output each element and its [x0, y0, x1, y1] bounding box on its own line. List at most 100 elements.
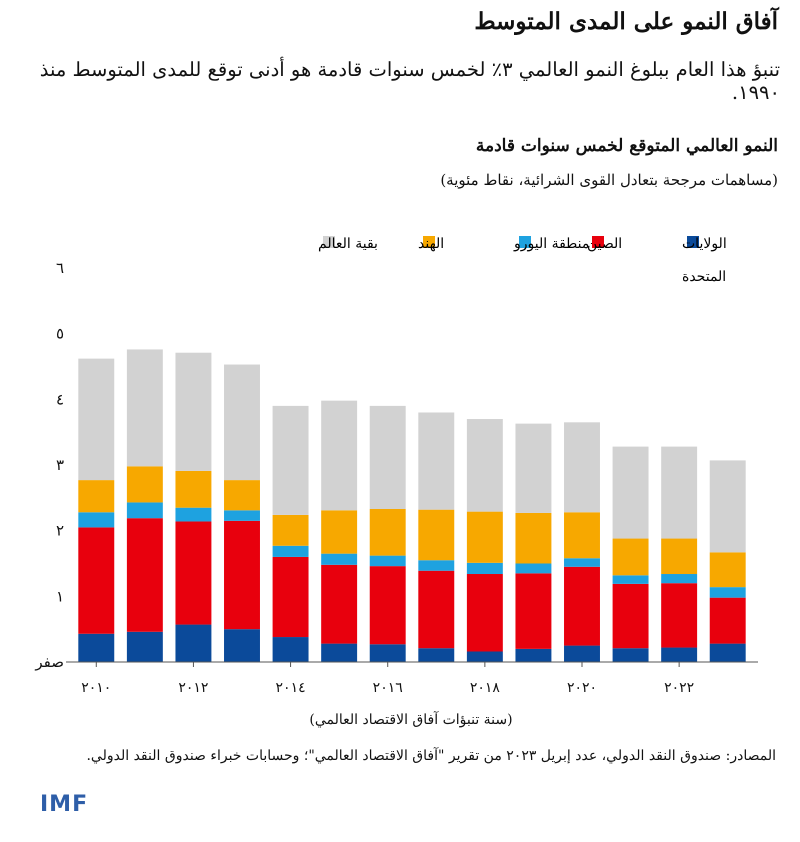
bar-segment-2010-series-1 — [78, 527, 115, 634]
bar-segment-2015-series-3 — [321, 510, 358, 554]
bar-segment-2017-series-0 — [418, 648, 455, 662]
legend-label: الولايات — [682, 236, 727, 252]
y-axis-ticks: صفر ١ ٢ ٣ ٤ ٥ ٦ — [34, 259, 64, 671]
x-tick-label: ٢٠٢٠ — [567, 680, 597, 696]
bar-segment-2023-series-1 — [709, 597, 746, 644]
x-tick-label: ٢٠١٨ — [470, 680, 501, 696]
bar-segment-2012-series-1 — [175, 521, 212, 625]
bar-segment-2020-series-2 — [564, 558, 600, 567]
bar-segment-2019-series-0 — [515, 648, 552, 662]
bar-segment-2012-series-4 — [175, 352, 212, 471]
legend-swatch — [423, 236, 435, 248]
x-axis-ticks: ٢٠١٠ ٢٠١٢ ٢٠١٤ ٢٠١٦ ٢٠١٨ ٢٠٢٠ ٢٠٢٢ — [81, 662, 694, 696]
legend-swatch — [592, 236, 604, 248]
imf-logo: IMF — [40, 792, 89, 817]
bar-segment-2017-series-3 — [418, 509, 455, 561]
bar-segment-2022-series-4 — [661, 446, 698, 539]
bar-segment-2017-series-1 — [418, 570, 455, 649]
page-title: آفاق النمو على المدى المتوسط — [474, 8, 778, 35]
bar-segment-2020-series-0 — [564, 645, 600, 662]
bar-segment-2023-series-2 — [709, 587, 746, 598]
bar-segment-2016-series-3 — [369, 509, 406, 556]
bar-segment-2011-series-4 — [126, 349, 163, 467]
bar-segment-2010-series-4 — [78, 358, 115, 481]
y-tick-label: ٤ — [56, 390, 64, 408]
bar-segment-2020-series-3 — [564, 512, 600, 559]
bar-segment-2021-series-1 — [612, 583, 649, 649]
legend-swatch — [323, 236, 335, 248]
bar-segment-2020-series-4 — [564, 422, 600, 513]
bar-segment-2023-series-0 — [709, 643, 746, 662]
bar-segment-2015-series-1 — [321, 564, 358, 644]
legend-swatch — [687, 236, 699, 248]
bar-segment-2019-series-4 — [515, 423, 552, 513]
bar-segment-2014-series-0 — [272, 637, 309, 662]
y-tick-label: ١ — [56, 587, 64, 605]
bar-segment-2016-series-0 — [369, 644, 406, 662]
x-tick-label: ٢٠١٠ — [81, 680, 111, 696]
bar-segment-2011-series-3 — [126, 466, 163, 503]
y-tick-label: ٦ — [56, 259, 64, 277]
bar-segment-2011-series-1 — [126, 518, 163, 632]
bar-segment-2013-series-0 — [224, 629, 260, 662]
bar-segment-2021-series-2 — [612, 575, 649, 584]
bar-segment-2014-series-2 — [272, 545, 309, 557]
bar-segment-2023-series-4 — [709, 460, 746, 553]
bar-segment-2015-series-4 — [321, 400, 358, 511]
bar-segment-2019-series-1 — [515, 573, 552, 649]
bar-segment-2018-series-2 — [466, 562, 503, 574]
bar-segment-2014-series-4 — [272, 405, 309, 515]
legend-label-continued: المتحدة — [682, 269, 726, 285]
bar-segment-2013-series-3 — [224, 480, 260, 511]
bar-segment-2021-series-3 — [612, 538, 649, 576]
bar-segment-2015-series-0 — [321, 643, 358, 662]
bar-segment-2016-series-1 — [369, 566, 406, 645]
bar-segment-2011-series-0 — [126, 631, 163, 662]
bar-segment-2010-series-0 — [78, 633, 115, 662]
y-tick-label: صفر — [34, 653, 64, 671]
bar-area — [78, 349, 746, 662]
legend-label: بقية العالم — [318, 236, 378, 252]
bar-segment-2012-series-3 — [175, 470, 212, 508]
bar-segment-2016-series-4 — [369, 405, 406, 509]
bar-segment-2011-series-2 — [126, 502, 163, 519]
bar-segment-2023-series-3 — [709, 552, 746, 588]
bar-segment-2018-series-3 — [466, 511, 503, 563]
bar-segment-2012-series-0 — [175, 624, 212, 662]
legend-label: الصين — [587, 236, 622, 252]
x-tick-label: ٢٠١٦ — [373, 680, 403, 696]
bar-segment-2019-series-3 — [515, 512, 552, 564]
bar-segment-2019-series-2 — [515, 563, 552, 574]
y-tick-label: ٥ — [56, 325, 64, 343]
x-tick-label: ٢٠١٢ — [178, 680, 208, 696]
bar-segment-2010-series-2 — [78, 512, 115, 528]
bar-segment-2015-series-2 — [321, 553, 358, 565]
bar-segment-2012-series-2 — [175, 507, 212, 522]
legend-swatch — [519, 236, 531, 248]
source-note: المصادر: صندوق النقد الدولي، عدد إبريل ٢… — [86, 748, 776, 764]
bar-segment-2014-series-1 — [272, 556, 309, 638]
legend-label: الهند — [418, 236, 444, 252]
x-tick-label: ٢٠١٤ — [276, 680, 306, 696]
bar-segment-2018-series-0 — [466, 651, 503, 662]
bar-segment-2013-series-2 — [224, 510, 260, 521]
x-axis-title: (سنة تنبؤات آفاق الاقتصاد العالمي) — [309, 710, 512, 728]
bar-segment-2017-series-4 — [418, 412, 455, 510]
page-subtitle: تنبؤ هذا العام ببلوغ النمو العالمي ٣٪ لخ… — [39, 58, 780, 104]
legend-label: منطقة اليورو — [513, 236, 589, 252]
bar-segment-2013-series-4 — [224, 364, 260, 481]
bar-segment-2013-series-1 — [224, 520, 260, 630]
x-tick-label: ٢٠٢٢ — [664, 680, 694, 696]
chart-title: النمو العالمي المتوقع لخمس سنوات قادمة — [475, 136, 778, 156]
bar-segment-2010-series-3 — [78, 480, 115, 513]
bar-segment-2017-series-2 — [418, 560, 455, 571]
chart-subtitle: (مساهمات مرجحة بتعادل القوى الشرائية، نق… — [440, 171, 778, 189]
bar-segment-2016-series-2 — [369, 555, 406, 567]
bar-segment-2018-series-4 — [466, 419, 503, 512]
bar-segment-2021-series-0 — [612, 648, 649, 662]
bar-segment-2021-series-4 — [612, 446, 649, 539]
bar-segment-2018-series-1 — [466, 574, 503, 652]
bar-segment-2022-series-0 — [661, 647, 698, 662]
